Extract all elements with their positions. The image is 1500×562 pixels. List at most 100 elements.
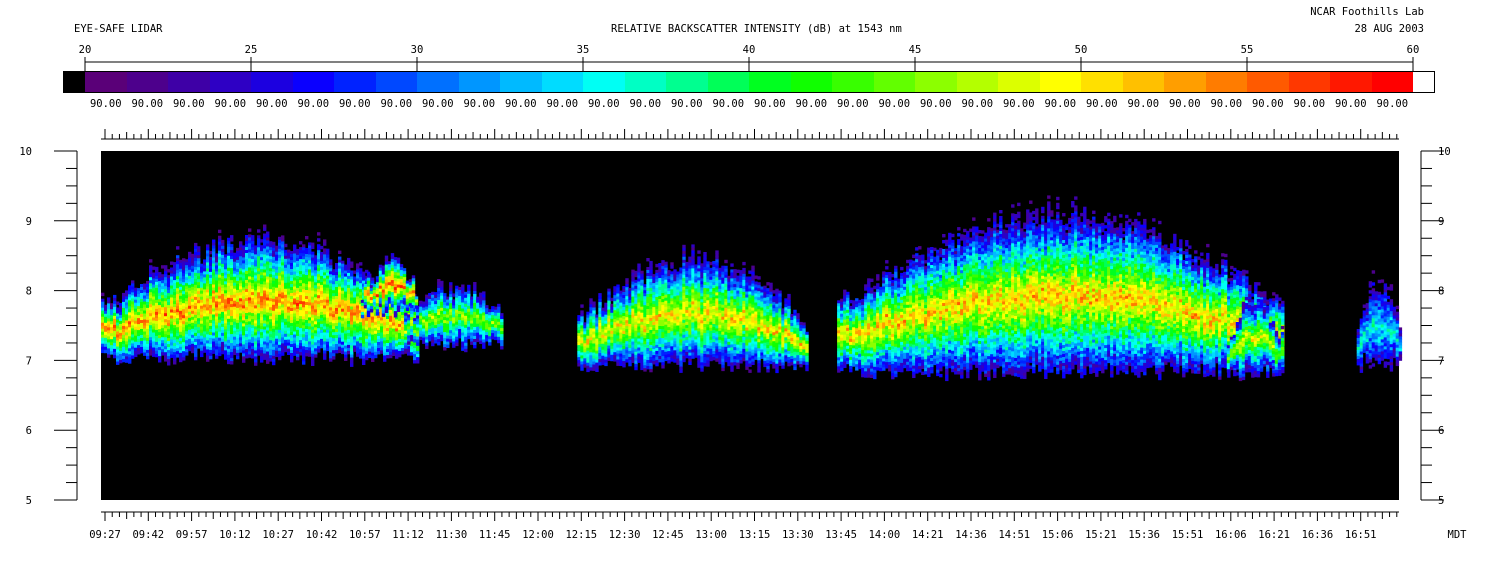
heatmap-cell — [350, 339, 354, 343]
heatmap-cell — [317, 307, 321, 311]
heatmap-cell — [311, 317, 315, 321]
heatmap-cell — [452, 344, 456, 348]
heatmap-cell — [395, 343, 399, 347]
heatmap-cell — [470, 296, 474, 300]
heatmap-cell — [622, 310, 626, 314]
heatmap-cell — [290, 260, 294, 264]
heatmap-cell — [302, 328, 306, 332]
heatmap-cell — [628, 362, 632, 367]
heatmap-cell — [134, 308, 138, 313]
heatmap-cell — [622, 316, 626, 320]
heatmap-cell — [287, 270, 291, 274]
heatmap-cell — [305, 284, 309, 288]
heatmap-cell — [272, 247, 276, 252]
heatmap-cell — [101, 331, 105, 336]
heatmap-cell — [272, 313, 276, 318]
heatmap-cell — [128, 333, 132, 337]
heatmap-cell — [428, 332, 432, 336]
heatmap-cell — [338, 250, 342, 254]
heatmap-cell — [146, 283, 150, 288]
heatmap-cell — [649, 365, 653, 370]
heatmap-cell — [233, 342, 237, 347]
heatmap-cell — [206, 358, 210, 362]
heatmap-cell — [381, 271, 386, 275]
heatmap-cell — [387, 273, 392, 277]
heatmap-cell — [398, 311, 402, 316]
heatmap-cell — [580, 319, 584, 323]
heatmap-cell — [613, 328, 617, 332]
heatmap-cell — [664, 276, 668, 281]
heatmap-cell — [113, 294, 117, 299]
heatmap-cell — [146, 349, 150, 354]
heatmap-cell — [323, 260, 327, 264]
heatmap-cell — [170, 333, 174, 337]
heatmap-cell — [134, 341, 138, 346]
heatmap-cell — [176, 291, 180, 295]
heatmap-cell — [218, 328, 222, 333]
heatmap-cell — [158, 344, 162, 348]
heatmap-cell — [637, 344, 641, 348]
heatmap-cell — [500, 331, 504, 335]
heatmap-cell — [308, 335, 312, 339]
heatmap-cell — [619, 353, 623, 357]
heatmap-cell — [392, 319, 396, 323]
heatmap-cell — [215, 265, 219, 269]
heatmap-cell — [128, 309, 132, 313]
heatmap-cell — [188, 296, 192, 301]
heatmap-cell — [176, 297, 180, 301]
heatmap-cell — [473, 342, 477, 346]
heatmap-cell — [407, 326, 411, 330]
heatmap-cell — [655, 350, 659, 355]
heatmap-cell — [125, 320, 129, 324]
heatmap-cell — [113, 345, 117, 350]
heatmap-cell — [393, 266, 398, 270]
heatmap-cell — [646, 276, 650, 280]
heatmap-cell — [278, 329, 282, 334]
heatmap-cell — [649, 347, 653, 352]
heatmap-cell — [368, 315, 372, 319]
heatmap-cell — [290, 269, 294, 273]
heatmap-cell — [443, 332, 447, 336]
heatmap-cell — [431, 330, 435, 335]
heatmap-cell — [107, 324, 111, 328]
heatmap-cell — [269, 355, 273, 359]
heatmap-cell — [470, 332, 474, 336]
heatmap-cell — [393, 287, 398, 291]
heatmap-cell — [158, 296, 162, 300]
heatmap-cell — [179, 310, 183, 315]
heatmap-cell — [251, 295, 255, 299]
heatmap-cell — [209, 268, 213, 273]
heatmap-cell — [215, 328, 219, 332]
heatmap-cell — [616, 350, 620, 354]
heatmap-cell — [284, 282, 288, 287]
heatmap-cell — [437, 297, 441, 301]
heatmap-cell — [284, 255, 288, 260]
heatmap-cell — [218, 253, 222, 258]
heatmap-cell — [592, 322, 596, 326]
heatmap-cell — [122, 304, 126, 309]
heatmap-cell — [182, 273, 186, 277]
heatmap-cell — [188, 326, 192, 331]
heatmap-cell — [383, 334, 387, 338]
heatmap-cell — [595, 350, 599, 354]
heatmap-cell — [326, 317, 330, 322]
heatmap-cell — [320, 290, 324, 295]
heatmap-cell — [643, 332, 647, 336]
heatmap-cell — [338, 319, 342, 323]
heatmap-cell — [203, 268, 207, 272]
heatmap-cell — [215, 268, 219, 272]
heatmap-cell — [167, 281, 171, 285]
heatmap-cell — [161, 340, 165, 344]
heatmap-cell — [110, 327, 114, 331]
heatmap-cell — [341, 308, 345, 313]
heatmap-cell — [362, 319, 366, 323]
heatmap-cell — [317, 253, 321, 257]
heatmap-cell — [308, 284, 312, 288]
heatmap-cell — [311, 269, 315, 273]
heatmap-cell — [191, 322, 195, 327]
heatmap-cell — [640, 366, 644, 371]
heatmap-cell — [443, 329, 447, 333]
heatmap-cell — [188, 320, 192, 325]
heatmap-cell — [344, 285, 348, 289]
heatmap-cell — [299, 286, 303, 290]
